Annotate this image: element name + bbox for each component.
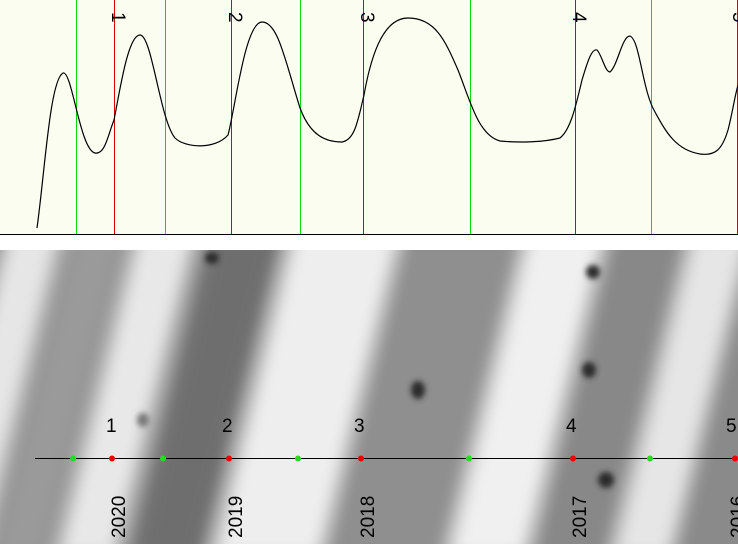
profile-ring-label: 5 bbox=[728, 12, 738, 23]
ring-points bbox=[109, 455, 738, 462]
profile-ring-label: 4 bbox=[568, 12, 589, 23]
density-profile bbox=[36, 17, 738, 229]
ring-number: 2 bbox=[222, 416, 233, 437]
profile-labels: 1 2 3 4 5 bbox=[107, 12, 738, 23]
image-ring-labels: 1 2 3 4 5 bbox=[106, 416, 737, 437]
ring-number: 3 bbox=[354, 416, 365, 437]
profile-ring-label: 1 bbox=[107, 12, 128, 23]
profile-ring-label: 2 bbox=[224, 12, 245, 23]
ring-number: 1 bbox=[106, 416, 117, 437]
ring-number: 4 bbox=[566, 416, 577, 437]
ring-year: 2017 bbox=[570, 496, 591, 538]
profile-panel bbox=[0, 0, 738, 236]
ring-number: 5 bbox=[726, 416, 737, 437]
boundary-lines bbox=[76, 0, 652, 234]
year-labels: 2020 2019 2018 2017 2016 bbox=[109, 496, 738, 538]
wood-image bbox=[0, 250, 738, 544]
ring-year: 2018 bbox=[358, 496, 379, 538]
profile-ring-label: 3 bbox=[356, 12, 377, 23]
ring-year: 2020 bbox=[109, 496, 130, 538]
ring-year: 2016 bbox=[728, 496, 738, 538]
ring-year: 2019 bbox=[226, 496, 247, 538]
boundary-points bbox=[70, 455, 653, 462]
